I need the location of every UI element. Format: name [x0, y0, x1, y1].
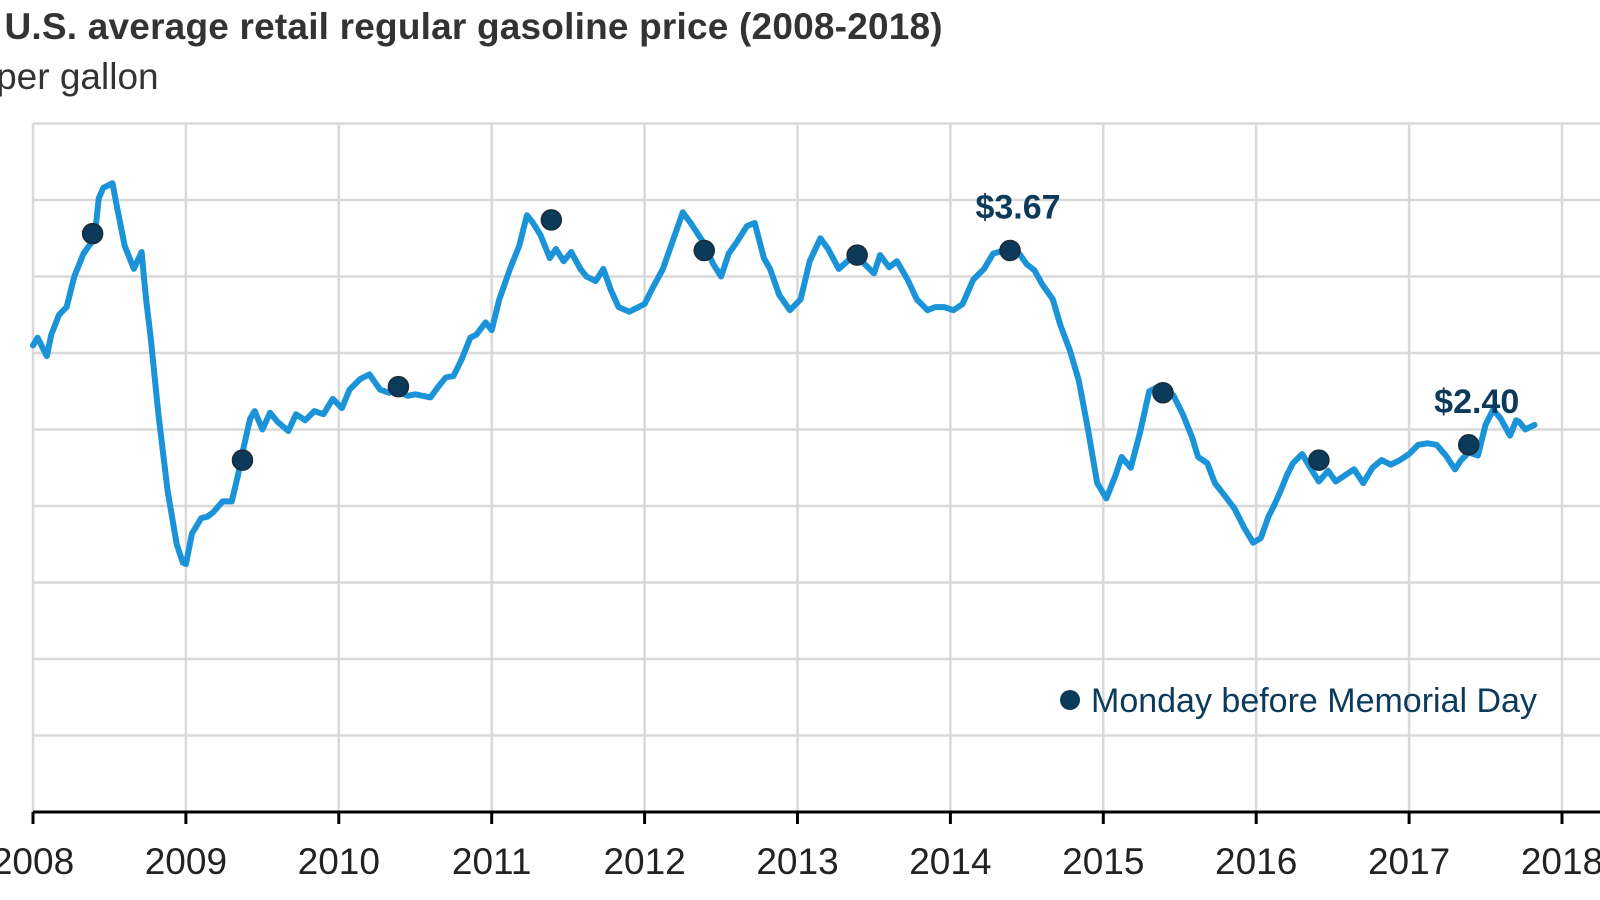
- price-line: [30, 180, 1538, 568]
- price-annotation: $3.67: [975, 188, 1060, 226]
- x-tick-label: 2015: [1062, 841, 1144, 882]
- memorial-day-marker: [1152, 382, 1174, 404]
- price-annotation: $2.40: [1434, 383, 1519, 421]
- x-tick-label: 2014: [909, 841, 991, 882]
- x-tick-label: 2009: [145, 841, 227, 882]
- x-tick-label: 2017: [1368, 841, 1450, 882]
- x-tick-label: 2011: [452, 841, 532, 882]
- x-tick-label: 2012: [603, 841, 685, 882]
- x-tick-label: 2008: [0, 841, 74, 882]
- annotations: $3.67 $2.40: [975, 188, 1519, 420]
- x-tick-label: 2016: [1215, 841, 1297, 882]
- memorial-day-marker: [693, 239, 715, 262]
- memorial-day-marker: [387, 375, 410, 398]
- memorial-day-marker: [81, 222, 104, 245]
- legend-label: Monday before Memorial Day: [1091, 682, 1537, 720]
- chart-subtitle: rs per gallon: [0, 56, 159, 97]
- memorial-day-marker: [231, 449, 254, 471]
- legend: Monday before Memorial Day: [1060, 682, 1537, 720]
- memorial-day-marker: [1308, 449, 1330, 471]
- x-tick-label: 2018: [1521, 841, 1600, 882]
- memorial-day-marker: [846, 244, 868, 266]
- x-tick-label: 2010: [298, 841, 380, 882]
- chart-title: kly U.S. average retail regular gasoline…: [0, 6, 943, 47]
- legend-marker-icon: [1060, 690, 1080, 710]
- gridlines: [31, 122, 1600, 812]
- memorial-day-marker: [1457, 434, 1480, 456]
- memorial-day-marker: [999, 239, 1021, 262]
- memorial-day-marker: [540, 209, 563, 231]
- x-tick-label: 2013: [756, 841, 838, 882]
- memorial-day-markers: [81, 209, 1480, 471]
- x-axis: 2008 2009 2010 2011 2012 2013 2014 2015 2016 2017…: [0, 810, 1600, 882]
